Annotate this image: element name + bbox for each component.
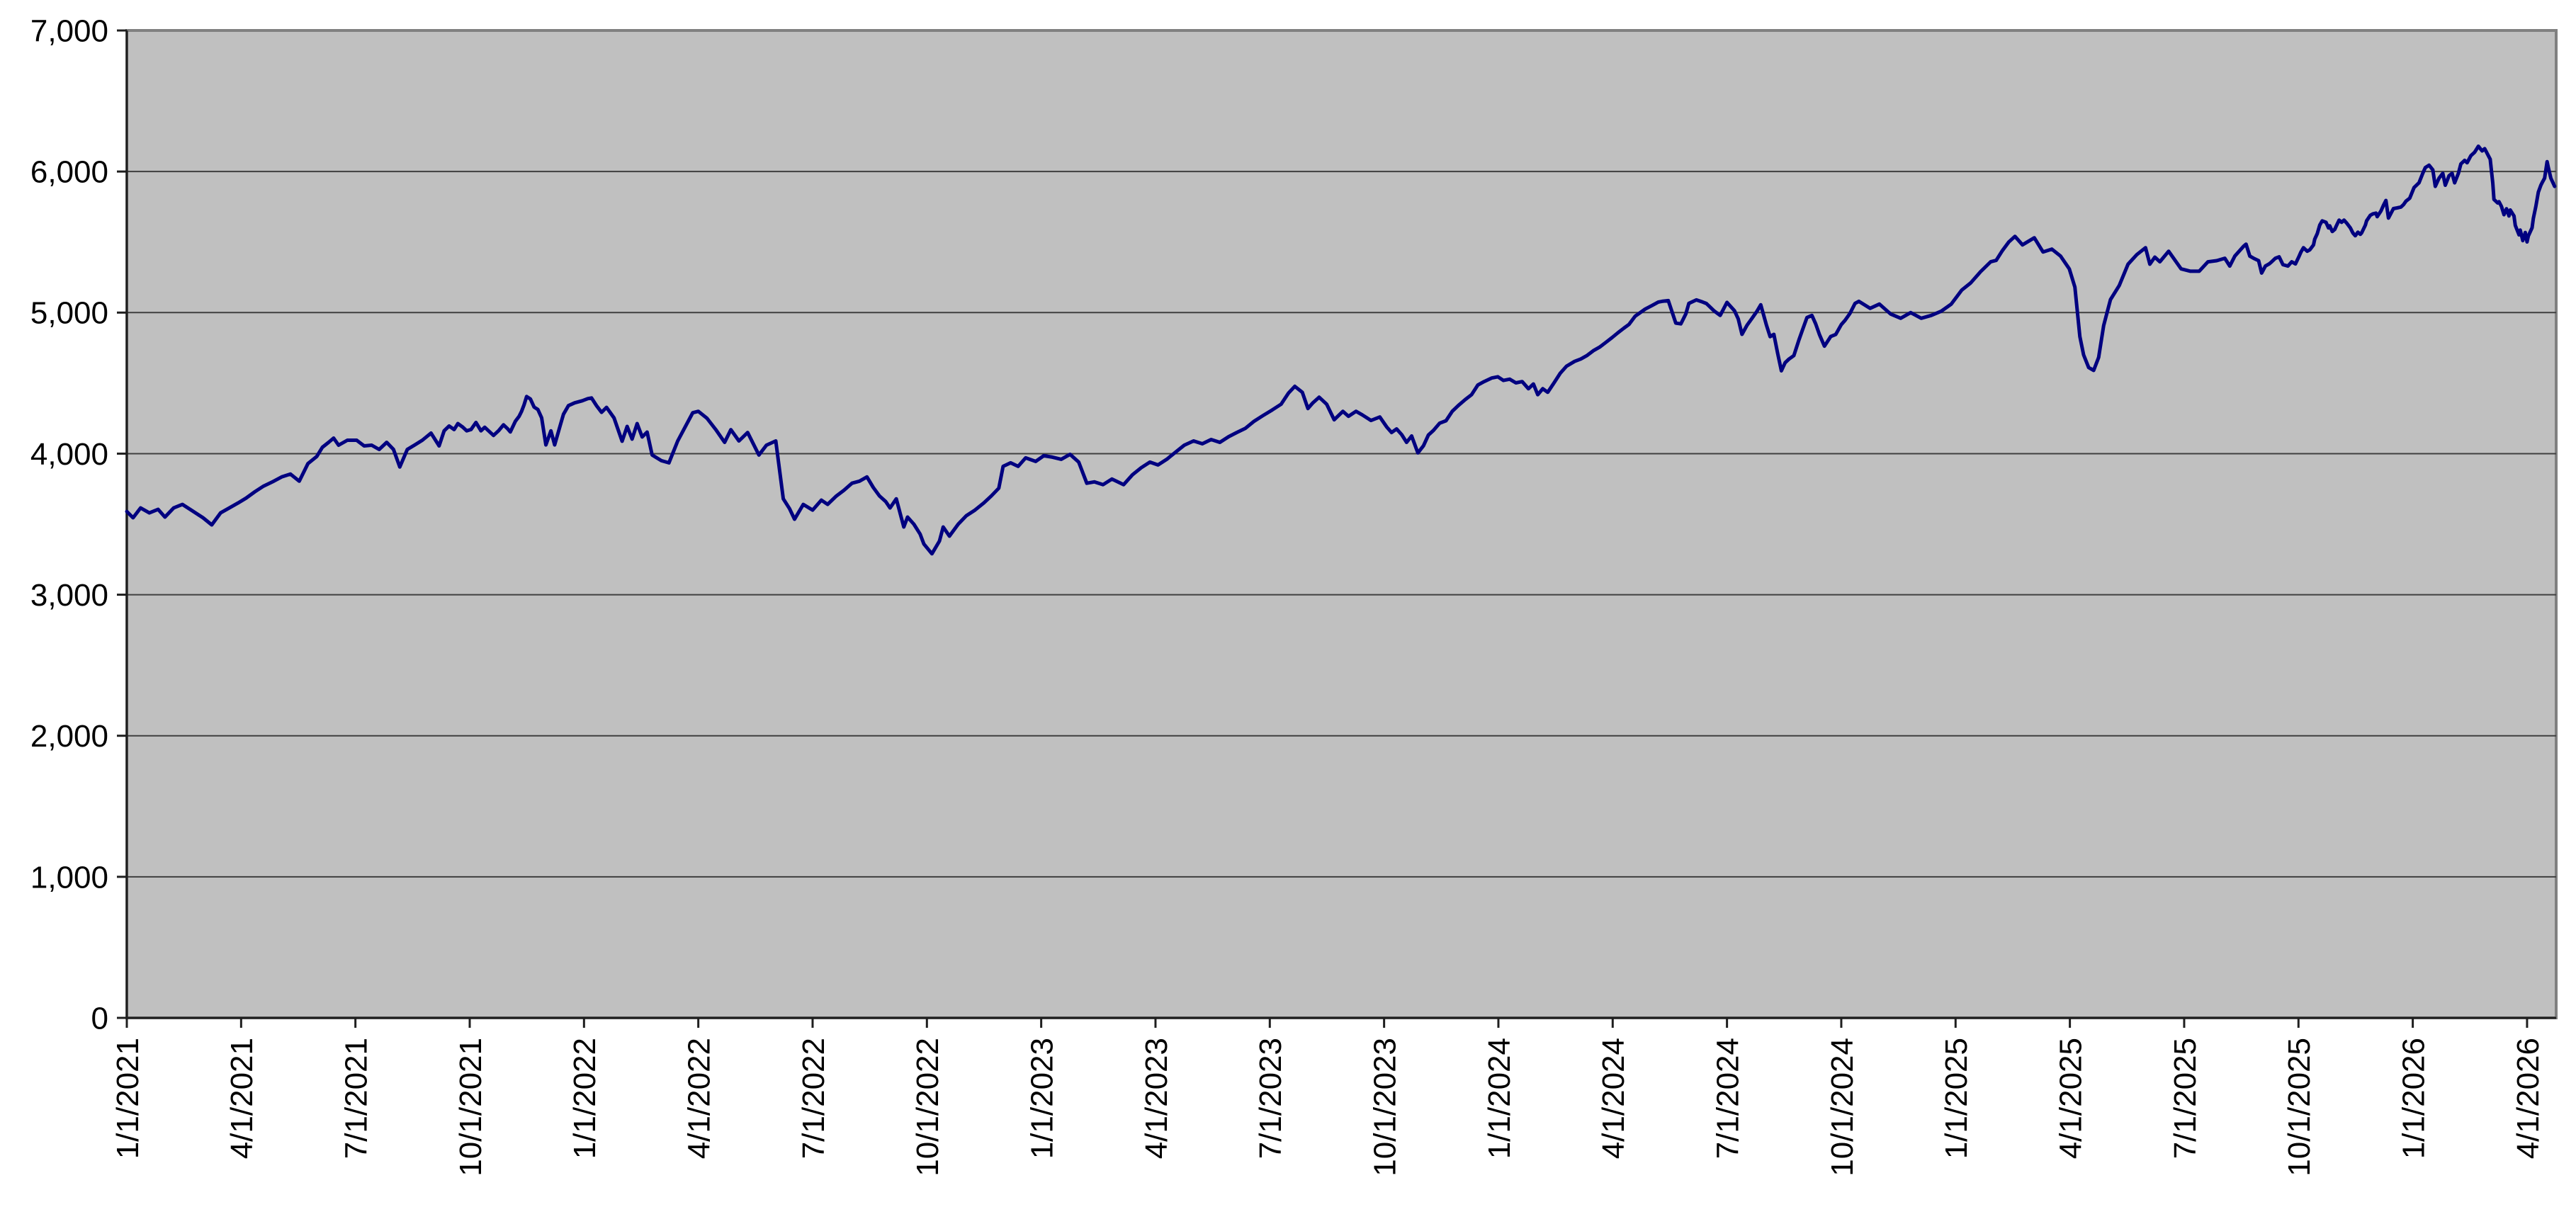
x-axis-tick-label: 1/1/2022 <box>567 1038 602 1159</box>
x-axis-tick-label: 10/1/2021 <box>453 1038 488 1177</box>
y-axis-tick-label: 5,000 <box>30 296 108 331</box>
plot-area <box>125 29 2558 1019</box>
y-axis-tick-label: 4,000 <box>30 437 108 472</box>
x-axis-tick-label: 1/1/2023 <box>1024 1038 1059 1159</box>
x-axis-tick-label: 7/1/2025 <box>2168 1038 2203 1159</box>
y-axis-tick-label: 7,000 <box>30 13 108 48</box>
x-axis-tick-label: 4/1/2026 <box>2511 1038 2546 1159</box>
x-axis-tick-label: 1/1/2026 <box>2396 1038 2431 1159</box>
y-axis-tick-label: 1,000 <box>30 860 108 895</box>
x-axis-tick-label: 7/1/2022 <box>796 1038 831 1159</box>
x-axis-tick-label: 1/1/2021 <box>111 1038 145 1159</box>
y-axis-tick-label: 2,000 <box>30 719 108 754</box>
x-axis-tick-label: 1/1/2024 <box>1482 1038 1517 1159</box>
x-axis-tick-label: 10/1/2022 <box>910 1038 945 1177</box>
x-axis-tick-label: 7/1/2024 <box>1710 1038 1745 1159</box>
x-axis-tick-label: 10/1/2024 <box>1825 1038 1860 1177</box>
x-axis-tick-label: 4/1/2025 <box>2053 1038 2088 1159</box>
x-axis-tick-label: 10/1/2023 <box>1367 1038 1402 1177</box>
x-axis-tick-label: 4/1/2021 <box>225 1038 259 1159</box>
x-axis-tick-label: 4/1/2023 <box>1139 1038 1174 1159</box>
price-line <box>125 144 2557 556</box>
x-axis-tick-label: 1/1/2025 <box>1939 1038 1974 1159</box>
y-axis-tick-label: 3,000 <box>30 578 108 613</box>
x-axis-tick-label: 4/1/2024 <box>1596 1038 1631 1159</box>
x-axis-tick-label: 7/1/2023 <box>1253 1038 1288 1159</box>
x-axis-tick-label: 7/1/2021 <box>339 1038 374 1159</box>
x-axis-tick-label: 4/1/2022 <box>682 1038 716 1159</box>
y-axis-tick-label: 0 <box>91 1001 108 1036</box>
y-axis-tick-label: 6,000 <box>30 155 108 190</box>
x-axis-tick-label: 10/1/2025 <box>2282 1038 2317 1177</box>
